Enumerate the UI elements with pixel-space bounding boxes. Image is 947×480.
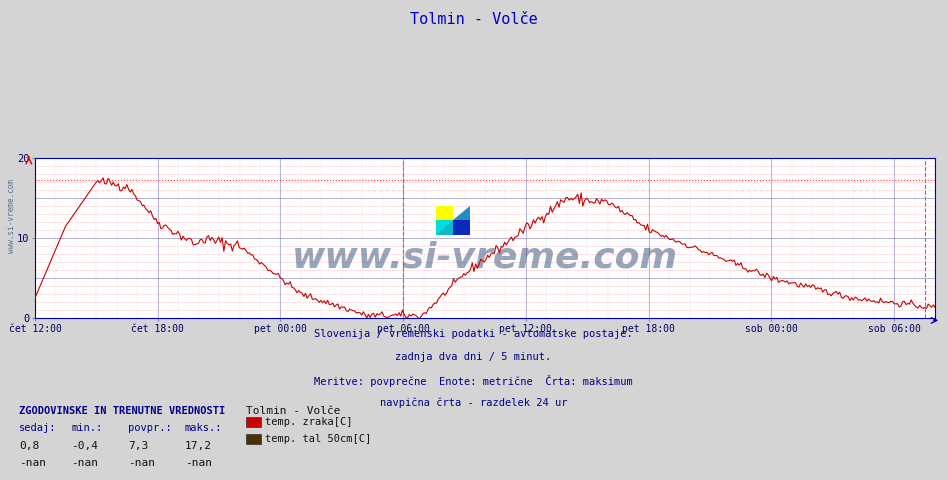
Text: -nan: -nan <box>185 458 212 468</box>
Bar <box>453 220 470 235</box>
Text: maks.:: maks.: <box>185 423 223 433</box>
Text: 0,8: 0,8 <box>19 441 39 451</box>
Text: 7,3: 7,3 <box>128 441 148 451</box>
Text: Meritve: povprečne  Enote: metrične  Črta: maksimum: Meritve: povprečne Enote: metrične Črta:… <box>314 375 633 387</box>
Text: zadnja dva dni / 5 minut.: zadnja dva dni / 5 minut. <box>396 352 551 362</box>
Text: www.si-vreme.com: www.si-vreme.com <box>7 179 16 253</box>
Text: Slovenija / vremenski podatki - avtomatske postaje.: Slovenija / vremenski podatki - avtomats… <box>314 329 633 339</box>
Polygon shape <box>453 206 470 220</box>
Text: -0,4: -0,4 <box>71 441 98 451</box>
Text: -nan: -nan <box>71 458 98 468</box>
Text: min.:: min.: <box>71 423 102 433</box>
Text: temp. tal 50cm[C]: temp. tal 50cm[C] <box>265 434 371 444</box>
Text: -nan: -nan <box>19 458 46 468</box>
Text: Tolmin - Volče: Tolmin - Volče <box>246 406 341 416</box>
Bar <box>436 206 453 220</box>
Text: povpr.:: povpr.: <box>128 423 171 433</box>
Text: 17,2: 17,2 <box>185 441 212 451</box>
Polygon shape <box>436 206 470 235</box>
Text: -nan: -nan <box>128 458 155 468</box>
Text: ZGODOVINSKE IN TRENUTNE VREDNOSTI: ZGODOVINSKE IN TRENUTNE VREDNOSTI <box>19 406 225 416</box>
Text: Tolmin - Volče: Tolmin - Volče <box>410 12 537 27</box>
Text: sedaj:: sedaj: <box>19 423 57 433</box>
Text: navpična črta - razdelek 24 ur: navpična črta - razdelek 24 ur <box>380 398 567 408</box>
Bar <box>436 220 453 235</box>
Text: temp. zraka[C]: temp. zraka[C] <box>265 417 352 427</box>
Text: www.si-vreme.com: www.si-vreme.com <box>292 240 678 274</box>
